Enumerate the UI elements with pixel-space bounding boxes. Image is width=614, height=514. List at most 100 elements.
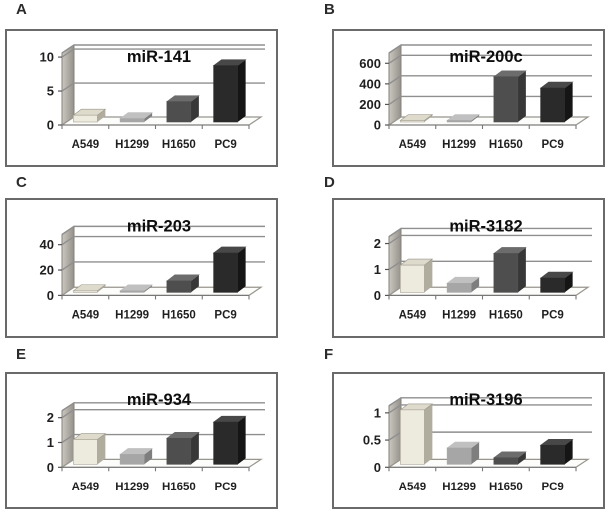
bar-H1650 — [492, 451, 527, 465]
bar-A549 — [72, 433, 107, 465]
x-category-label: H1650 — [162, 139, 196, 151]
chart-miR-3196: 0 0.5 1 A549 H1299 H1650 PC9 miR-3196 — [363, 391, 592, 493]
bar-A549 — [399, 403, 434, 465]
y-tick-label: 600 — [359, 56, 381, 71]
bar-H1650 — [165, 95, 200, 123]
x-category-label: A549 — [72, 310, 100, 322]
panel-letter-F: F — [324, 346, 334, 363]
y-tick-label: 10 — [40, 50, 54, 65]
bar-H1299 — [446, 276, 481, 293]
x-category-label: A549 — [72, 481, 99, 493]
bar-H1299 — [119, 448, 154, 465]
y-tick-label: 0 — [374, 460, 381, 475]
gridline — [61, 235, 265, 246]
chart-miR-141: 0 5 10 A549 H1299 H1650 PC9 miR-141 — [40, 44, 265, 151]
x-category-label: H1299 — [115, 481, 149, 493]
x-category-label: H1299 — [442, 139, 476, 151]
y-tick-label: 2 — [374, 236, 381, 251]
bar-A549 — [72, 284, 107, 293]
bar-PC9 — [212, 415, 247, 465]
x-category-label: H1650 — [162, 310, 196, 322]
chart-miR-3182: 0 1 2 A549 H1299 H1650 PC9 miR-3182 — [374, 216, 592, 322]
chart-title: miR-934 — [127, 391, 192, 409]
y-tick-label: 0 — [47, 118, 54, 133]
gridline — [388, 44, 592, 54]
y-tick-label: 1 — [47, 435, 54, 450]
bar-A549 — [72, 108, 107, 123]
chart-title: miR-3196 — [449, 391, 522, 409]
y-tick-label: 5 — [47, 84, 54, 99]
x-category-label: A549 — [399, 481, 426, 493]
x-category-label: H1299 — [442, 481, 476, 493]
y-tick-label: 0 — [374, 118, 381, 133]
chart-miR-203: 0 20 40 A549 H1299 H1650 PC9 miR-203 — [40, 216, 265, 322]
x-category-label: H1299 — [115, 139, 149, 151]
y-tick-label: 0 — [374, 288, 381, 303]
bar-PC9 — [539, 81, 574, 123]
panel-letter-E: E — [16, 346, 27, 363]
x-category-label: H1650 — [489, 139, 523, 151]
bar-H1650 — [492, 247, 527, 293]
x-category-label: A549 — [399, 310, 427, 322]
axis-wall — [61, 225, 75, 297]
gridline — [388, 75, 592, 85]
y-tick-label: 400 — [359, 76, 381, 91]
y-tick-label: 40 — [40, 237, 54, 252]
panel-letter-A: A — [16, 1, 27, 18]
bar-H1650 — [165, 432, 200, 465]
gridline — [388, 404, 592, 414]
x-category-label: A549 — [72, 139, 100, 151]
bar-PC9 — [212, 59, 247, 123]
chart-panel-E: 0 1 2 A549 H1299 H1650 PC9 miR-934 — [5, 372, 278, 509]
gridline — [61, 48, 265, 58]
panel-letter-D: D — [324, 174, 335, 191]
chart-miR-200c: 0 200 400 600 A549 H1299 H1650 PC9 miR-200c — [359, 44, 592, 151]
y-tick-label: 20 — [40, 263, 54, 278]
chart-panel-D: 0 1 2 A549 H1299 H1650 PC9 miR-3182 — [332, 198, 605, 338]
bar-H1650 — [492, 70, 527, 123]
gridline — [61, 261, 265, 271]
gridline — [61, 409, 265, 419]
bar-H1650 — [165, 274, 200, 293]
gridline — [388, 95, 592, 106]
chart-title: miR-141 — [127, 48, 191, 66]
chart-miR-934: 0 1 2 A549 H1299 H1650 PC9 miR-934 — [47, 391, 265, 493]
x-category-label: PC9 — [214, 310, 237, 322]
y-tick-label: 1 — [374, 262, 381, 277]
gridline — [61, 82, 265, 92]
gridline — [61, 402, 265, 412]
chart-panel-F: 0 0.5 1 A549 H1299 H1650 PC9 miR-3196 — [332, 372, 605, 509]
chart-panel-B: 0 200 400 600 A549 H1299 H1650 PC9 miR-200c — [332, 29, 605, 167]
chart-title: miR-3182 — [449, 216, 522, 235]
bar-PC9 — [539, 271, 574, 293]
x-category-label: H1299 — [115, 310, 149, 322]
y-tick-label: 0 — [47, 460, 54, 475]
bar-A549 — [399, 258, 434, 293]
gridline — [388, 234, 592, 245]
bar-A549 — [399, 114, 434, 123]
y-tick-label: 200 — [359, 97, 381, 112]
panel-letter-C: C — [16, 174, 27, 191]
gridline — [388, 397, 592, 407]
bar-H1299 — [446, 441, 481, 465]
bar-H1299 — [119, 284, 154, 293]
x-category-label: H1650 — [162, 481, 196, 493]
gridline — [61, 433, 265, 444]
x-category-label: PC9 — [541, 310, 564, 322]
gridline — [388, 260, 592, 271]
chart-title: miR-203 — [127, 216, 191, 235]
y-tick-label: 2 — [47, 410, 54, 425]
x-category-label: H1650 — [489, 310, 523, 322]
bar-H1299 — [446, 114, 481, 123]
x-category-label: PC9 — [541, 139, 563, 151]
bar-H1299 — [119, 112, 154, 123]
chart-panel-A: 0 5 10 A549 H1299 H1650 PC9 miR-141 — [5, 29, 278, 167]
x-category-label: H1650 — [489, 481, 523, 493]
y-tick-label: 0 — [47, 288, 54, 303]
gridline — [388, 227, 592, 238]
bar-PC9 — [212, 246, 247, 293]
x-category-label: PC9 — [541, 481, 563, 493]
x-category-label: PC9 — [214, 481, 236, 493]
chart-panel-C: 0 20 40 A549 H1299 H1650 PC9 miR-203 — [5, 198, 278, 338]
